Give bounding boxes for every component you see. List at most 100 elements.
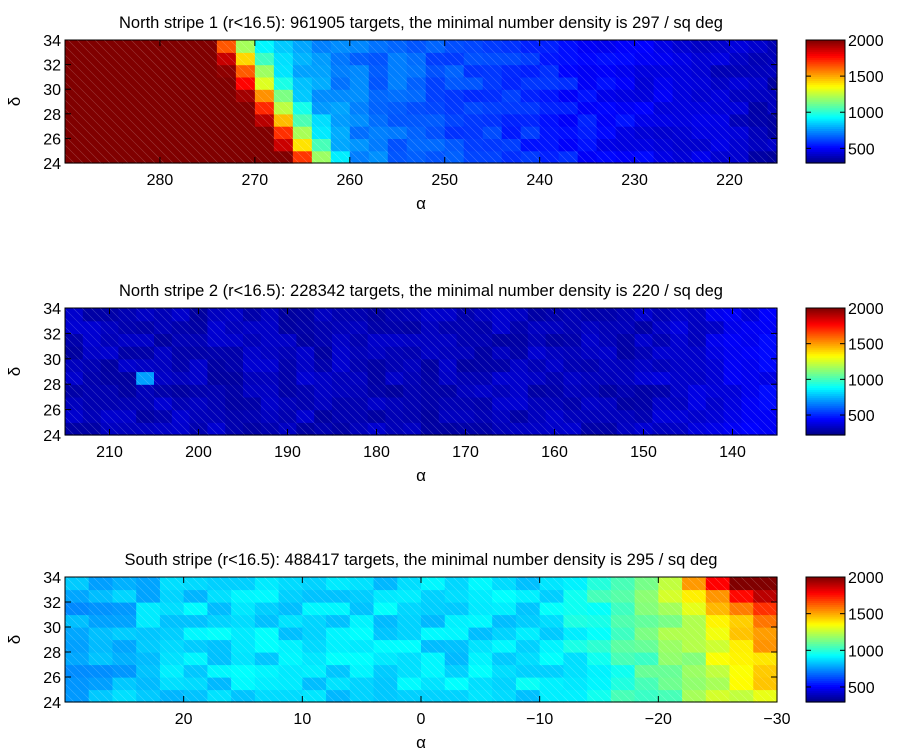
heatmap-cell	[207, 409, 226, 423]
x-tick-label: 10	[293, 711, 311, 728]
heatmap-cell	[463, 89, 484, 103]
heatmap-cell	[368, 138, 389, 152]
heatmap-cell	[136, 371, 155, 385]
heatmap-cell	[296, 320, 315, 334]
heatmap-cell	[688, 346, 707, 360]
heatmap-cell	[753, 627, 778, 641]
heatmap-cell	[729, 602, 754, 616]
heatmap-cell	[723, 384, 742, 398]
heatmap-cell	[438, 358, 458, 373]
heatmap-cell	[296, 422, 315, 436]
heatmap-cell	[88, 652, 114, 666]
heatmap-cell	[729, 113, 750, 127]
heatmap-cell	[278, 308, 297, 322]
heatmap-cell	[278, 614, 303, 628]
heatmap-cell	[243, 320, 262, 334]
heatmap-cell	[178, 40, 199, 53]
heatmap-cell	[468, 614, 493, 628]
heatmap-cell	[634, 52, 655, 66]
heatmap-cell	[456, 333, 475, 347]
heatmap-cell	[216, 126, 237, 139]
heatmap-cell	[563, 396, 582, 411]
heatmap-cell	[723, 333, 742, 347]
heatmap-cell	[314, 358, 333, 373]
heatmap-cell	[468, 577, 493, 591]
heatmap-cell	[587, 589, 612, 603]
heatmap-cell	[767, 113, 778, 127]
x-axis-label: α	[416, 466, 426, 485]
heatmap-cell	[463, 101, 484, 115]
heatmap-cell	[373, 589, 398, 603]
heatmap-cell	[539, 602, 564, 616]
heatmap-cell	[243, 409, 262, 423]
heatmap-cell	[140, 150, 161, 164]
heatmap-cell	[634, 409, 653, 423]
heatmap-cell	[599, 358, 618, 373]
colorbar-segment	[806, 323, 845, 327]
heatmap-cell	[136, 358, 155, 373]
heatmap-cell	[421, 384, 440, 398]
heatmap-cell	[254, 138, 275, 152]
heatmap-cell	[421, 652, 446, 666]
heatmap-cell	[159, 76, 180, 90]
heatmap-cell	[159, 40, 180, 53]
heatmap-cell	[729, 126, 750, 139]
heatmap-cell	[492, 396, 511, 411]
heatmap-cell	[682, 639, 707, 653]
colorbar-tick-label: 1000	[848, 372, 884, 389]
heatmap-cell	[634, 346, 653, 360]
colorbar-segment	[806, 682, 845, 686]
heatmap-cell	[492, 320, 511, 334]
heatmap-cell	[118, 409, 137, 423]
heatmap-cell	[634, 64, 655, 78]
heatmap-cell	[705, 577, 731, 591]
heatmap-cell	[189, 308, 208, 322]
heatmap-cell	[539, 101, 560, 115]
heatmap-cell	[406, 52, 427, 66]
heatmap-cell	[581, 308, 600, 322]
heatmap-cell	[373, 577, 398, 591]
heatmap-cell	[183, 577, 208, 591]
heatmap-cell	[421, 602, 446, 616]
heatmap-cell	[65, 422, 84, 436]
heatmap-cell	[474, 384, 493, 398]
heatmap-cell	[545, 346, 564, 360]
heatmap-cell	[425, 138, 446, 152]
heatmap-cell	[178, 76, 199, 90]
colorbar-segment	[806, 317, 845, 321]
heatmap-cell	[710, 64, 731, 78]
heatmap-cell	[729, 150, 750, 164]
heatmap-cell	[482, 64, 503, 78]
heatmap-cell	[444, 138, 465, 152]
heatmap-cell	[438, 333, 458, 347]
colorbar-segment	[806, 49, 845, 53]
colorbar-segment	[806, 51, 845, 55]
heatmap-cell	[243, 358, 262, 373]
heatmap-cell	[670, 371, 689, 385]
colorbar-segment	[806, 47, 845, 51]
colorbar: 500 1000 1500 2000	[805, 570, 884, 703]
heatmap-cell	[520, 126, 541, 139]
heatmap-cell	[100, 333, 119, 347]
heatmap-cell	[748, 40, 769, 53]
heatmap-cell	[311, 76, 332, 90]
x-tick-label: −30	[763, 711, 790, 728]
heatmap-cell	[102, 52, 123, 66]
heatmap-cell	[216, 138, 237, 152]
heatmap-cell	[515, 677, 541, 691]
panel-2: 210 200 190 180 170 160 150 140 24 26 28 30 32 34 Nort…	[5, 282, 884, 485]
heatmap-cell	[171, 320, 191, 334]
heatmap-cell	[741, 396, 760, 411]
heatmap-cell	[759, 384, 778, 398]
heatmap-cell	[367, 320, 386, 334]
heatmap-cell	[558, 40, 579, 53]
heatmap-cell	[368, 52, 389, 66]
heatmap-cell	[216, 40, 237, 53]
heatmap-cell	[254, 113, 275, 127]
heatmap-cell	[577, 40, 598, 53]
heatmap-cell	[463, 76, 484, 90]
heatmap-cell	[710, 40, 731, 53]
heatmap-cell	[729, 101, 750, 115]
heatmap-cell	[349, 627, 375, 641]
